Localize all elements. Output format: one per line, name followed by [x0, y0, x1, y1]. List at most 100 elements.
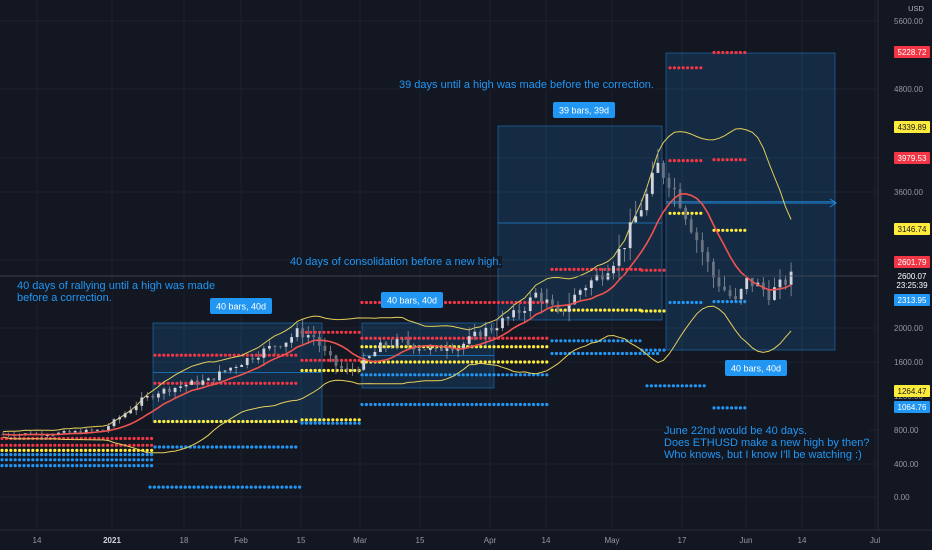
pivot-dot: [97, 458, 101, 462]
pivot-dot: [725, 300, 729, 304]
pivot-dot: [616, 339, 620, 343]
candle-body: [268, 345, 271, 349]
pivot-dot: [364, 360, 368, 364]
pivot-dot: [671, 384, 676, 388]
pivot-dot: [686, 300, 690, 305]
pivot-dot: [219, 353, 223, 357]
pivot-dot: [444, 360, 448, 364]
pivot-dot: [466, 360, 470, 364]
pivot-dot: [649, 348, 653, 352]
pivot-dot: [527, 373, 531, 377]
pivot-dot: [743, 50, 747, 55]
pivot-dot: [285, 381, 289, 385]
time-axis[interactable]: 14 2021 18 Feb 15 Mar 15 Apr 14 May 17 Jun 14 Jul: [0, 529, 932, 550]
pivot-dot: [725, 228, 729, 232]
pivot-dot: [171, 445, 175, 449]
pivot-dot: [245, 485, 249, 489]
pivot-dot: [373, 402, 377, 407]
pivot-dot: [48, 448, 53, 452]
pivot-dot: [267, 485, 271, 489]
pivot-dot: [488, 360, 492, 364]
pivot-dot: [289, 381, 293, 385]
pivot-dot: [572, 267, 576, 271]
pivot-dot: [634, 308, 638, 312]
pivot-dot: [400, 345, 404, 349]
pivot-dot: [259, 419, 263, 424]
pivot-dot: [514, 360, 518, 364]
pivot-dot: [426, 402, 430, 407]
pivot-dot: [84, 458, 88, 462]
pivot-dot: [505, 336, 509, 340]
pivot-dot: [457, 300, 461, 305]
pivot-dot: [272, 381, 276, 385]
pivot-dot: [263, 445, 267, 449]
pivot-dot: [483, 336, 487, 340]
pivot-dot: [505, 300, 509, 305]
pivot-dot: [53, 453, 57, 457]
pivot-dot: [97, 448, 101, 452]
pivot-dot: [518, 345, 523, 349]
pivot-dot: [568, 339, 572, 343]
pivot-dot: [161, 485, 165, 489]
y-tick-label: 0.00: [894, 493, 910, 502]
pivot-dot: [645, 384, 649, 388]
pivot-dot: [309, 358, 313, 362]
pivot-dot: [31, 464, 35, 468]
pivot-dot: [114, 443, 118, 447]
pivot-dot: [536, 345, 540, 349]
pivot-dot: [0, 436, 4, 441]
candle-body: [467, 336, 471, 344]
pivot-dot: [223, 485, 227, 489]
pivot-dot: [201, 485, 205, 489]
pivot-dot: [13, 443, 17, 447]
pivot-dot: [123, 458, 127, 462]
pivot-dot: [201, 419, 205, 424]
candle-body: [134, 405, 138, 411]
time-axis-bg: [0, 530, 932, 550]
candle-body: [712, 261, 715, 278]
pivot-dot: [581, 267, 585, 271]
pivot-dot: [210, 485, 214, 489]
candle-body: [567, 304, 571, 312]
pivot-dot: [66, 443, 70, 447]
price-label-bg: [894, 121, 930, 133]
projection-arrow: [829, 198, 837, 208]
price-label: 2600.07: [898, 272, 927, 281]
pivot-dot: [289, 353, 293, 357]
pivot-dot: [483, 402, 487, 407]
pivot-dot: [276, 381, 280, 385]
x-tick-label: 14: [798, 536, 807, 545]
pivot-dot: [188, 353, 192, 357]
pivot-dot: [237, 419, 241, 424]
pivot-dot: [457, 336, 461, 340]
candle-body: [728, 290, 732, 297]
candle-body: [173, 387, 177, 393]
pivot-dot: [304, 330, 308, 334]
pivot-dot: [360, 402, 364, 407]
pivot-dot: [227, 485, 231, 489]
pivot-dot: [649, 309, 653, 313]
pivot-dot: [461, 373, 465, 377]
pivot-dot: [335, 421, 339, 425]
candle-body: [256, 357, 260, 360]
pivot-dot: [422, 336, 426, 340]
pivot-dot: [215, 353, 219, 357]
pivot-dot: [128, 453, 132, 457]
pivot-dot: [510, 336, 514, 340]
pivot-dot: [373, 373, 377, 377]
pivot-dot: [448, 373, 452, 377]
pivot-dot: [9, 453, 13, 457]
pivot-dot: [241, 419, 245, 424]
candle-body: [73, 431, 77, 433]
pivot-dot: [474, 402, 478, 407]
pivot-dot: [738, 158, 743, 162]
pivot-dot: [237, 445, 241, 449]
pivot-dot: [629, 351, 633, 356]
pivot-dot: [26, 464, 30, 468]
pivot-dot: [119, 436, 123, 441]
pivot-dot: [66, 448, 70, 452]
pivot-dot: [184, 419, 188, 424]
pivot-dot: [340, 418, 344, 422]
pivot-dot: [598, 267, 603, 271]
price-axis[interactable]: USD5600.004800.004000.003600.002800.0020…: [877, 0, 932, 550]
